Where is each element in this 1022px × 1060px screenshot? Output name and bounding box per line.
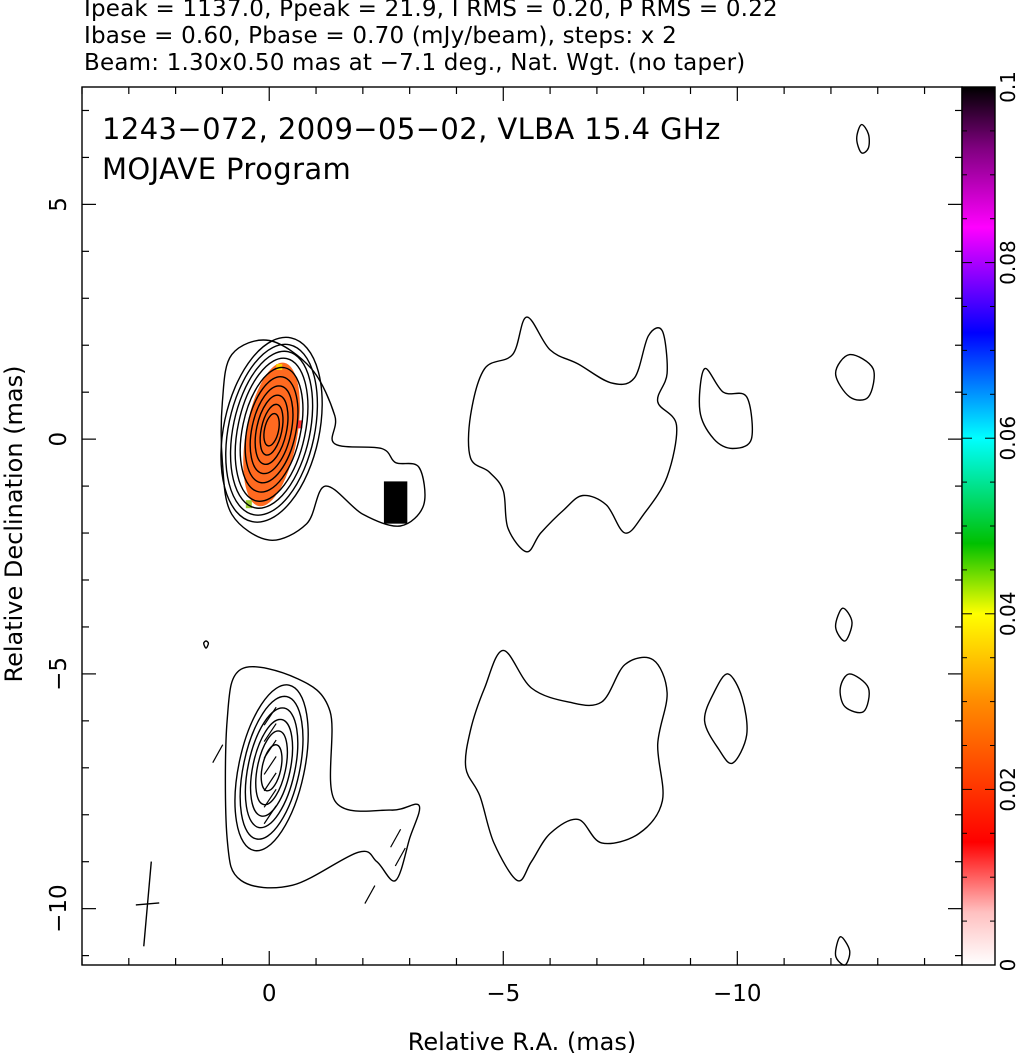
jet-contour-upper <box>834 353 875 401</box>
beam-minor-axis <box>135 902 160 906</box>
evpa-tick <box>263 756 277 775</box>
y-axis-label: Relative Declination (mas) <box>0 365 28 683</box>
pol-fringe-red <box>297 420 303 429</box>
pol-core-contour <box>249 718 294 817</box>
core-contour <box>249 385 294 475</box>
x-tick-label: 0 <box>262 981 277 1007</box>
colorbar-tick-label: 0.04 <box>996 592 1020 637</box>
jet-contour-upper <box>467 316 678 553</box>
evpa-tick <box>394 847 406 867</box>
evpa-tick <box>263 739 277 759</box>
x-axis-label: Relative R.A. (mas) <box>407 1028 637 1056</box>
axes: 0 −5 −10 5 0 −5 −10 <box>46 86 963 1007</box>
core-contour <box>225 343 319 516</box>
core-contour <box>229 350 314 509</box>
colorbar-tick-label: 0.08 <box>996 240 1020 285</box>
small-contour <box>202 640 210 649</box>
jet-contour-upper <box>698 367 753 450</box>
jet-contour-upper <box>220 339 426 541</box>
header-line-3: Beam: 1.30x0.50 mas at −7.1 deg., Nat. W… <box>84 50 746 76</box>
header-line-1: Ipeak = 1137.0, Ppeak = 21.9, I RMS = 0.… <box>84 0 778 22</box>
pol-core-contour <box>244 707 299 829</box>
y-tick-label: −10 <box>46 884 72 933</box>
core-contour <box>254 394 289 466</box>
core-contour <box>259 403 284 456</box>
evpa-tick <box>263 706 277 726</box>
core-contour <box>234 357 309 502</box>
plot-title: 1243−072, 2009−05−02, VLBA 15.4 GHz <box>102 112 721 146</box>
core-contour <box>244 375 299 484</box>
pol-fringe-green <box>245 500 252 509</box>
colorbar-tick-label: 0.02 <box>996 767 1020 812</box>
colorbar-tick-label: 0.1 <box>996 71 1020 103</box>
jet-contour-lower <box>703 673 748 765</box>
evpa-tick <box>390 828 402 848</box>
jet-contour-lower <box>839 673 870 714</box>
header-line-2: Ibase = 0.60, Pbase = 0.70 (mJy/beam), s… <box>84 23 677 49</box>
pol-core-contour <box>239 695 304 840</box>
jet-contour-lower <box>834 607 853 642</box>
colorbar-tick-label: 0.06 <box>996 416 1020 461</box>
jet-contour-lower <box>224 666 421 889</box>
jet-contour-upper <box>855 123 870 154</box>
y-tick-label: 5 <box>46 197 72 212</box>
evpa-tick <box>263 788 277 808</box>
y-tick-label: −5 <box>46 657 72 691</box>
jet-contour-lower <box>464 649 668 882</box>
jet-contour-lower <box>834 936 851 966</box>
core-contour <box>220 336 323 523</box>
evpa-tick <box>364 885 376 904</box>
colorbar-tick-label: 0 <box>996 959 1020 972</box>
y-tick-label: 0 <box>46 432 72 447</box>
plot-subtitle: MOJAVE Program <box>102 152 352 186</box>
x-tick-label: −5 <box>486 981 520 1007</box>
pol-core-contour <box>234 684 309 852</box>
evpa-tick <box>212 744 224 764</box>
evpa-tick <box>263 805 277 825</box>
pol-core-contour <box>255 730 289 806</box>
x-tick-label: −10 <box>713 981 762 1007</box>
evpa-tick <box>263 723 277 742</box>
pol-core-contour <box>260 744 283 792</box>
plot-area <box>135 123 875 966</box>
evpa-tick <box>263 772 277 792</box>
core-contour <box>263 412 280 447</box>
core-contour <box>239 366 304 493</box>
polarized-blob <box>383 481 408 524</box>
colorbar-strip <box>961 86 996 966</box>
colorbar: 0 0.02 0.04 0.06 0.08 0.1 <box>961 71 1020 972</box>
plot-frame <box>81 86 963 966</box>
